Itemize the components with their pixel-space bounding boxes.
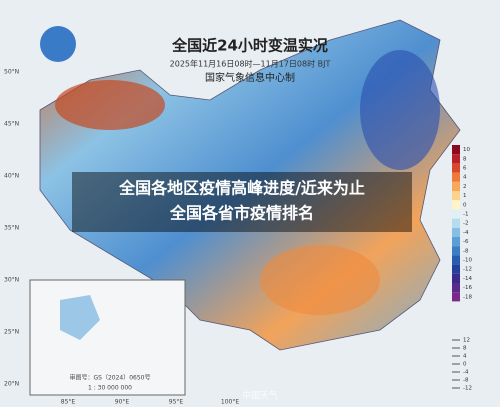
legend-swatch bbox=[452, 181, 460, 191]
legend-swatch bbox=[452, 145, 460, 155]
lat-label: 45°N bbox=[4, 121, 19, 128]
legend-label: 2 bbox=[463, 184, 467, 190]
legend-swatch bbox=[452, 292, 460, 302]
legend2-label: -8 bbox=[463, 378, 469, 384]
legend-swatch bbox=[452, 246, 460, 256]
legend-label: 1 bbox=[463, 193, 467, 199]
legend-swatch bbox=[452, 283, 460, 293]
title: 全国近24小时变温实况 bbox=[171, 37, 328, 55]
lat-label: 30°N bbox=[4, 277, 19, 284]
logo bbox=[40, 26, 76, 62]
legend-label: -4 bbox=[463, 230, 469, 236]
legend-swatch bbox=[452, 218, 460, 228]
legend2-label: 4 bbox=[463, 354, 467, 360]
legend-label: 4 bbox=[463, 175, 467, 181]
legend-swatch bbox=[452, 191, 460, 201]
legend-label: -10 bbox=[463, 258, 472, 264]
inset-note: 审图号：GS（2024）0650号 bbox=[70, 374, 151, 382]
legend2-label: -12 bbox=[463, 386, 472, 392]
legend-label: -1 bbox=[463, 212, 468, 218]
overlay-line: 全国各省市疫情排名 bbox=[169, 204, 314, 223]
legend-label: -6 bbox=[463, 239, 469, 245]
inset bbox=[29, 279, 186, 396]
legend-label: 0 bbox=[463, 202, 467, 208]
legend-swatch bbox=[452, 163, 460, 173]
legend2-label: 0 bbox=[463, 362, 467, 368]
legend-swatch bbox=[452, 273, 460, 283]
legend-label: 6 bbox=[463, 166, 467, 172]
overlay-line: 全国各地区疫情高峰进度/近来为止 bbox=[118, 179, 365, 198]
lat-label: 20°N bbox=[4, 381, 19, 388]
legend-swatch bbox=[452, 264, 460, 274]
warm-area bbox=[260, 245, 380, 315]
legend-swatch bbox=[452, 255, 460, 265]
legend2-label: 12 bbox=[463, 338, 470, 344]
inset-scale: 1 : 30 000 000 bbox=[88, 385, 132, 392]
legend-label: -2 bbox=[463, 221, 468, 227]
legend-label: -14 bbox=[463, 276, 472, 282]
lat-label: 50°N bbox=[4, 69, 19, 76]
legend-label: 8 bbox=[463, 156, 467, 162]
legend-swatch bbox=[452, 200, 460, 210]
lon-label: 90°E bbox=[115, 399, 130, 406]
overlay-band bbox=[72, 172, 412, 232]
lat-label: 40°N bbox=[4, 173, 19, 180]
legend-label: -18 bbox=[463, 294, 472, 300]
lon-label: 85°E bbox=[61, 399, 76, 406]
legend2-label: 8 bbox=[463, 346, 467, 352]
inset-land bbox=[60, 295, 100, 340]
legend-swatch bbox=[452, 154, 460, 164]
subtitle: 2025年11月16日08时—11月17日08时 BJT bbox=[170, 59, 331, 69]
lat-label: 25°N bbox=[4, 329, 19, 336]
lon-label: 100°E bbox=[221, 399, 239, 406]
lat-label: 35°N bbox=[4, 225, 19, 232]
legend-swatch bbox=[452, 227, 460, 237]
legend-label: 10 bbox=[463, 147, 470, 153]
warm-area bbox=[55, 80, 165, 130]
cold-area bbox=[360, 50, 440, 170]
legend-label: -12 bbox=[463, 267, 472, 273]
org: 国家气象信息中心制 bbox=[205, 71, 295, 84]
legend-swatch bbox=[452, 209, 460, 219]
legend-swatch bbox=[452, 172, 460, 182]
legend-label: -8 bbox=[463, 248, 469, 254]
legend-label: -16 bbox=[463, 285, 472, 291]
lon-label: 95°E bbox=[169, 399, 184, 406]
legend2-label: -4 bbox=[463, 370, 469, 376]
legend-swatch bbox=[452, 237, 460, 247]
watermark: 中国天气 bbox=[242, 390, 278, 402]
